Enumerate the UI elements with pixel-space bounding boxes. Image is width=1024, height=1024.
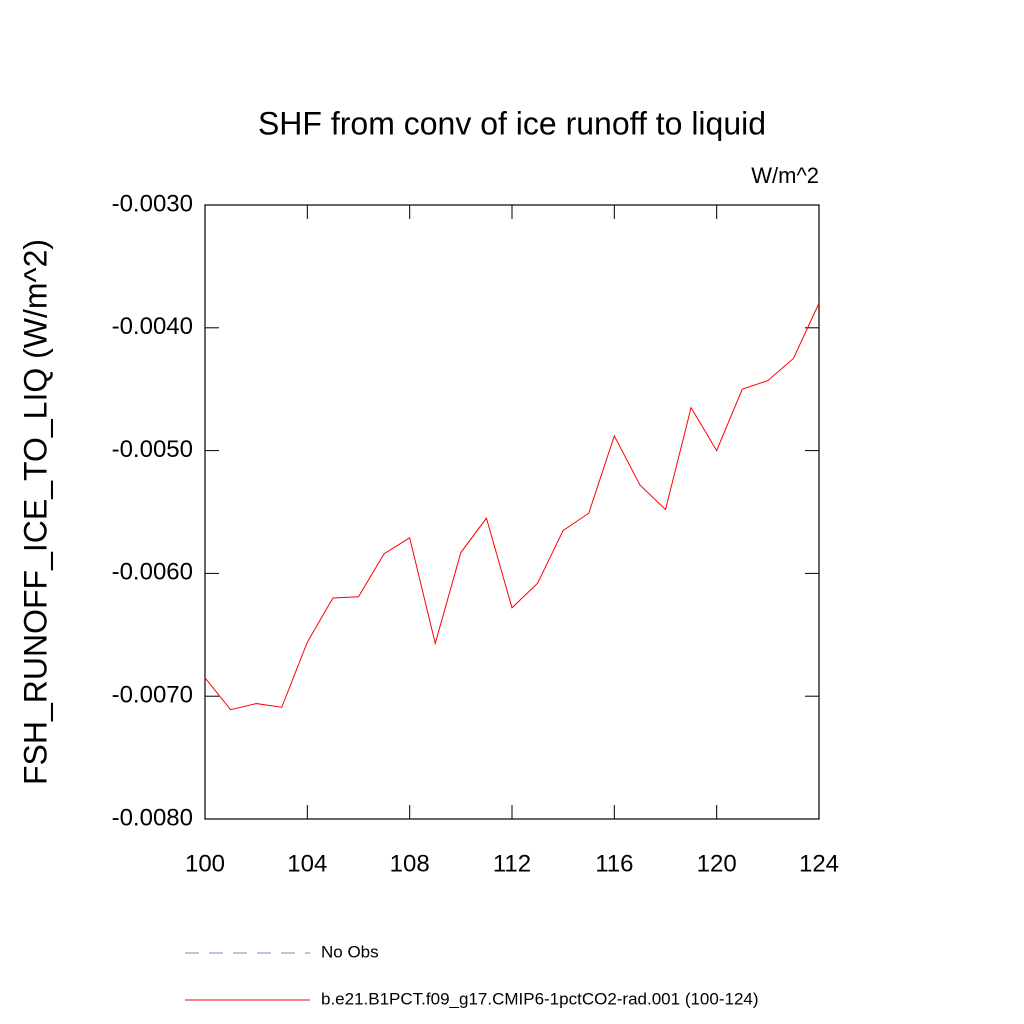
x-tick-label: 120 — [697, 850, 737, 877]
legend-label: No Obs — [321, 942, 379, 961]
y-tick-label: -0.0040 — [112, 313, 193, 340]
x-tick-label: 112 — [493, 850, 531, 877]
x-tick-label: 100 — [185, 850, 225, 877]
plot-frame — [204, 204, 820, 820]
y-tick-label: -0.0070 — [112, 682, 193, 709]
x-tick-label: 116 — [595, 850, 633, 877]
chart-title: SHF from conv of ice runoff to liquid — [258, 105, 766, 141]
y-axis-label: FSH_RUNOFF_ICE_TO_LIQ (W/m^2) — [17, 239, 53, 785]
x-tick-label: 108 — [390, 850, 430, 877]
x-tick-label: 104 — [287, 850, 327, 877]
x-tick-label: 124 — [799, 850, 839, 877]
data-line — [204, 303, 820, 711]
legend-label: b.e21.B1PCT.f09_g17.CMIP6-1pctCO2-rad.00… — [321, 989, 759, 1008]
y-tick-label: -0.0050 — [112, 436, 193, 463]
units-label: W/m^2 — [751, 163, 819, 188]
y-tick-label: -0.0060 — [112, 559, 193, 586]
y-tick-label: -0.0080 — [112, 804, 193, 831]
y-tick-label: -0.0030 — [112, 190, 193, 217]
